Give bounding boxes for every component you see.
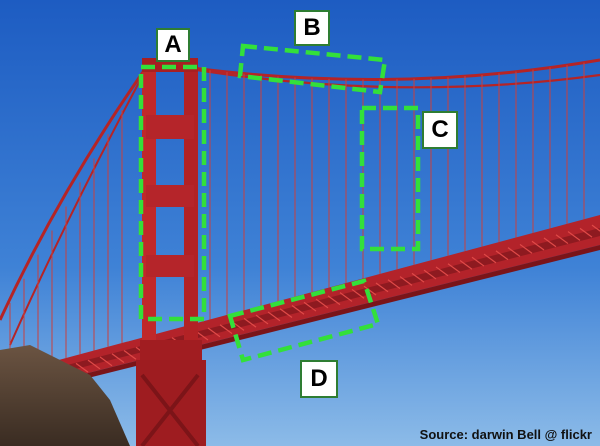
rocky-shore [0, 345, 130, 446]
truss-member [495, 250, 509, 261]
truss-member [219, 324, 233, 335]
truss-member [435, 266, 449, 277]
label-d: D [300, 360, 338, 398]
main-cables [0, 58, 600, 346]
truss-member [111, 353, 125, 363]
truss-member [243, 317, 257, 328]
truss-member [507, 247, 521, 257]
truss-member [291, 305, 305, 315]
truss-member [375, 282, 389, 293]
bridge-tower [136, 58, 206, 446]
truss-member [279, 308, 293, 318]
box-c [359, 105, 421, 252]
truss-member [207, 327, 221, 338]
truss-member [447, 263, 461, 273]
truss-member [555, 234, 569, 245]
truss-member [459, 260, 473, 270]
truss-member [519, 243, 533, 254]
truss-member [87, 359, 101, 370]
label-c: C [422, 111, 458, 149]
photo-credit: Source: darwin Bell @ flickr [419, 427, 592, 442]
truss-member [423, 269, 437, 280]
box-a [138, 64, 207, 322]
truss-member [303, 301, 317, 312]
box-d [227, 278, 381, 363]
truss-member [351, 288, 365, 299]
annotation-boxes [138, 43, 421, 363]
truss-member [579, 227, 593, 238]
truss-member [75, 362, 89, 373]
label-b: B [294, 10, 330, 46]
truss-member [567, 231, 581, 241]
truss-member [123, 350, 137, 360]
box-b [237, 43, 388, 95]
truss-member [543, 237, 557, 248]
truss-member [591, 224, 600, 232]
truss-member [531, 240, 545, 251]
suspender-cables-left [9, 110, 123, 365]
label-a: A [156, 28, 190, 62]
truss-member [339, 292, 353, 302]
truss-member [483, 253, 497, 264]
truss-member [327, 295, 341, 306]
truss-member [255, 314, 269, 325]
suspender-cables [209, 62, 585, 320]
truss-member [363, 285, 377, 296]
truss-member [387, 279, 401, 290]
truss-member [399, 276, 413, 286]
truss-member [315, 298, 329, 309]
truss-member [411, 272, 425, 283]
truss-member [267, 311, 281, 322]
truss-member [471, 256, 485, 267]
truss-member [99, 356, 113, 367]
